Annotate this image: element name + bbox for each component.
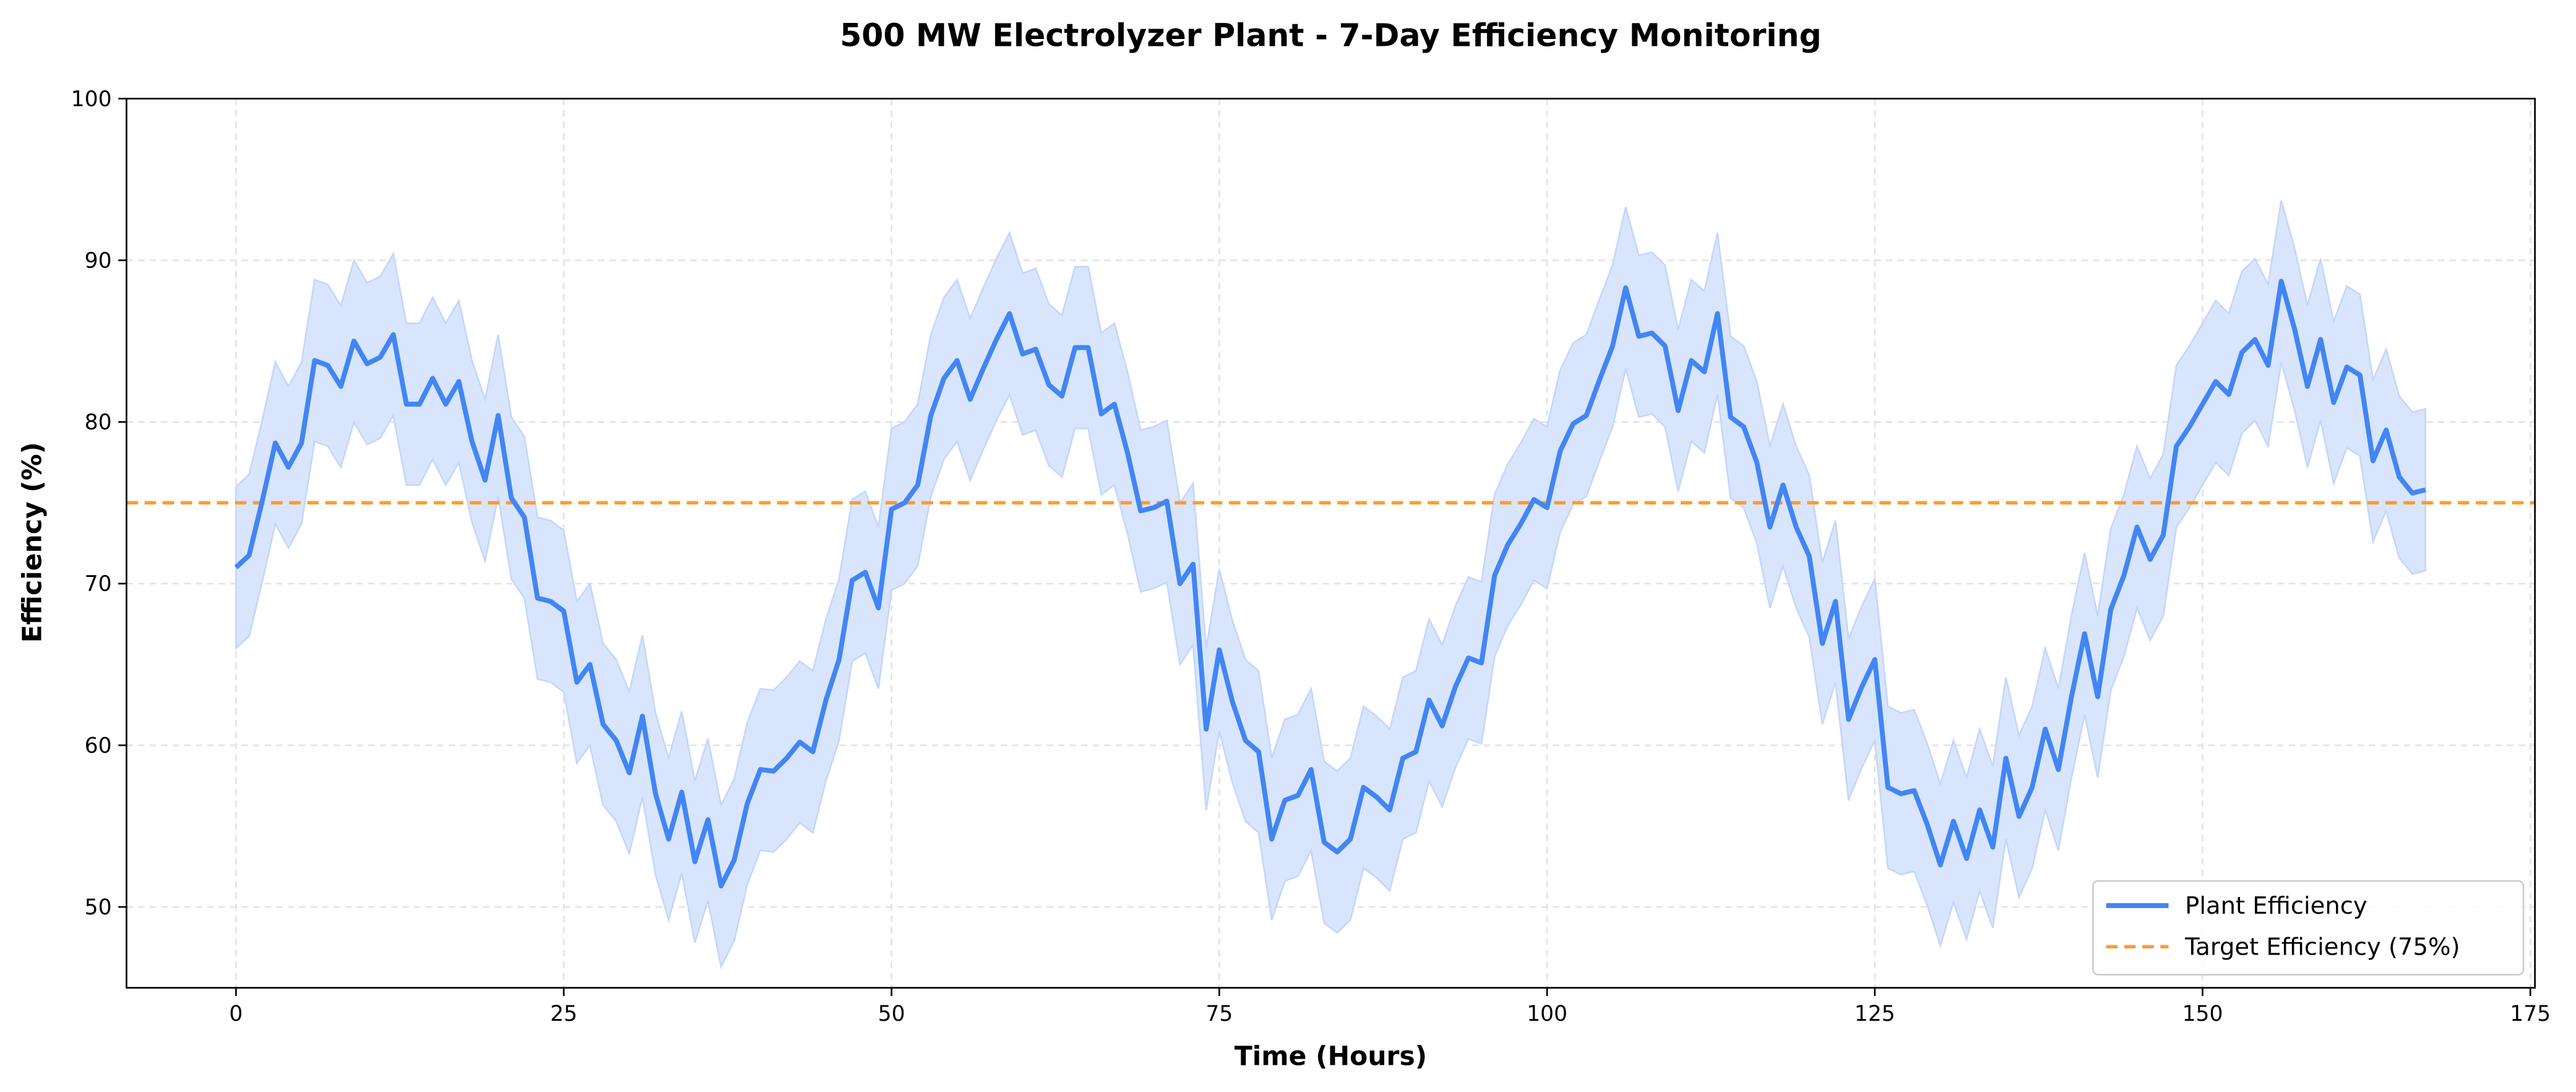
x-tick-label: 0 bbox=[229, 1002, 243, 1026]
y-axis-label: Efficiency (%) bbox=[17, 442, 48, 643]
y-axis-ticks: 50 60 70 80 90 100 bbox=[71, 87, 127, 920]
legend: Plant Efficiency Target Efficiency (75%) bbox=[2092, 880, 2525, 976]
legend-label-target-efficiency: Target Efficiency (75%) bbox=[2184, 934, 2460, 961]
x-tick-label: 150 bbox=[2182, 1002, 2223, 1026]
x-axis-ticks: 0 25 50 75 100 125 150 175 bbox=[229, 987, 2551, 1026]
y-tick-label: 100 bbox=[71, 87, 112, 111]
chart-title: 500 MW Electrolyzer Plant - 7-Day Effici… bbox=[840, 17, 1821, 53]
y-tick-label: 70 bbox=[85, 572, 112, 597]
x-tick-label: 25 bbox=[550, 1002, 577, 1026]
x-axis-label: Time (Hours) bbox=[1234, 1041, 1427, 1072]
x-tick-label: 100 bbox=[1527, 1002, 1567, 1026]
plot-area-frame bbox=[126, 97, 2536, 989]
x-tick-label: 175 bbox=[2510, 1002, 2551, 1026]
x-tick-label: 50 bbox=[878, 1002, 905, 1026]
confidence-band-group bbox=[235, 200, 2427, 969]
legend-label-plant-efficiency: Plant Efficiency bbox=[2185, 892, 2367, 920]
series-lines-group bbox=[126, 279, 2535, 889]
legend-box bbox=[2092, 880, 2525, 976]
y-tick-label: 80 bbox=[85, 410, 112, 435]
x-tick-label: 75 bbox=[1205, 1002, 1233, 1026]
plant-efficiency-line bbox=[234, 279, 2426, 889]
x-tick-label: 125 bbox=[1854, 1002, 1895, 1026]
y-tick-label: 90 bbox=[85, 248, 112, 273]
confidence-band bbox=[235, 200, 2427, 969]
y-tick-label: 60 bbox=[85, 734, 112, 758]
y-tick-label: 50 bbox=[85, 895, 112, 920]
